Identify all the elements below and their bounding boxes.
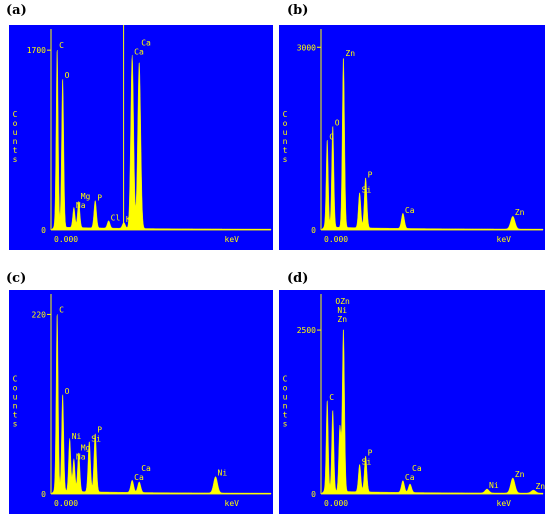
peak-label: P (97, 425, 102, 434)
y-axis-label-char: o (283, 119, 288, 128)
panel-a-label: (a) (6, 3, 27, 18)
x-axis-label: keV (225, 235, 240, 244)
peak-label: Ca (141, 464, 151, 473)
x-start-label: 0.000 (54, 499, 78, 508)
plot-background (279, 25, 545, 250)
y-axis-label-char: C (283, 110, 288, 119)
peak-label: OZn (335, 297, 350, 306)
y-axis-label-char: t (283, 411, 288, 420)
panel-c-label: (c) (6, 271, 27, 286)
peak-label: Zn (515, 208, 525, 217)
y-axis-label-char: o (283, 384, 288, 393)
y-axis-label-char: s (283, 155, 288, 164)
peak-label: P (368, 170, 373, 179)
y-axis-label-char: o (13, 119, 18, 128)
y-zero-label: 0 (41, 226, 46, 235)
peak-label: P (368, 448, 373, 457)
spectrum-trace (50, 50, 272, 231)
y-axis-label-char: o (13, 384, 18, 393)
panel-b-label: (b) (287, 3, 309, 18)
y-axis-label-char: u (283, 393, 288, 402)
peak-label: P (97, 193, 102, 202)
peak-label: Na (76, 201, 86, 210)
y-axis-label-char: C (13, 110, 18, 119)
plot-background (9, 290, 273, 514)
spectrum-trace (50, 314, 272, 495)
peak-label: Zn (535, 482, 545, 491)
plot-background (279, 290, 545, 514)
peak-label: C (59, 305, 64, 314)
peak-label: Ca (134, 473, 144, 482)
peak-label: Ni (337, 306, 347, 315)
peak-label: Ni (218, 469, 228, 478)
y-zero-label: 0 (311, 226, 316, 235)
y-axis-label-char: n (13, 402, 18, 411)
peak-label: Zn (345, 49, 355, 58)
peak-label: Ca (405, 206, 415, 215)
peak-label: O (335, 119, 340, 128)
peak-label: O (65, 387, 70, 396)
x-axis-label: keV (497, 499, 512, 508)
peak-label: Mg (81, 443, 91, 452)
peak-label: C (329, 133, 334, 142)
y-max-label: 2500 (297, 326, 316, 335)
spectrum-trace (320, 329, 544, 495)
peak-label: Ca (405, 473, 415, 482)
y-axis-label-char: s (13, 155, 18, 164)
y-max-label: 1700 (27, 46, 46, 55)
peak-label: Ca (141, 39, 151, 48)
y-axis-label-char: C (13, 375, 18, 384)
peak-label: Ni (72, 432, 82, 441)
peak-label: Mg (81, 192, 91, 201)
peak-label: Si (91, 434, 101, 443)
y-axis-label-char: C (283, 375, 288, 384)
peak-label: C (329, 393, 334, 402)
y-axis-label-char: n (283, 137, 288, 146)
y-axis-label-char: t (13, 146, 18, 155)
x-axis-label: keV (497, 235, 512, 244)
panel-d-label: (d) (287, 271, 309, 286)
y-axis-label-char: t (283, 146, 288, 155)
y-axis-label-char: u (283, 128, 288, 137)
peak-label: Si (362, 457, 372, 466)
y-axis-label-char: t (13, 411, 18, 420)
peak-label: K (126, 215, 131, 224)
x-start-label: 0.000 (324, 499, 348, 508)
y-zero-label: 0 (41, 490, 46, 499)
y-max-label: 220 (32, 310, 47, 319)
y-axis-label-char: n (13, 137, 18, 146)
x-start-label: 0.000 (324, 235, 348, 244)
spectrum-trace (320, 57, 544, 231)
y-axis-label-char: n (283, 402, 288, 411)
peak-label: C (59, 41, 64, 50)
peak-label: Ni (489, 481, 499, 490)
y-zero-label: 0 (311, 490, 316, 499)
peak-label: Zn (337, 315, 347, 324)
y-axis-label-char: u (13, 393, 18, 402)
peak-label: Na (76, 452, 86, 461)
x-start-label: 0.000 (54, 235, 78, 244)
y-axis-label-char: s (13, 420, 18, 429)
peak-label: Ca (412, 464, 422, 473)
y-axis-label-char: u (13, 128, 18, 137)
peak-label: O (65, 71, 70, 80)
peak-label: Cl (111, 214, 121, 223)
y-max-label: 3000 (297, 43, 316, 52)
peak-label: Ca (134, 48, 144, 57)
y-axis-label-char: s (283, 420, 288, 429)
peak-label: Si (362, 186, 372, 195)
peak-label: Zn (515, 470, 525, 479)
x-axis-label: keV (225, 499, 240, 508)
